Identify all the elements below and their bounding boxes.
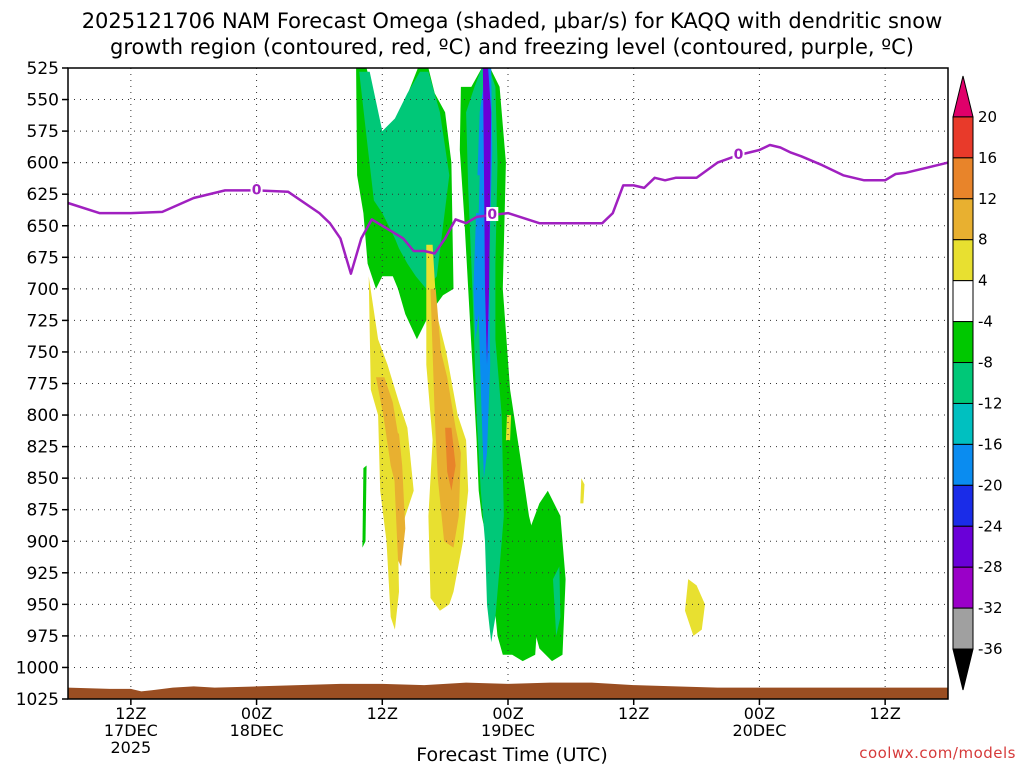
x-axis-label: Forecast Time (UTC) <box>416 744 608 766</box>
colorbar-segment-10 <box>952 484 974 527</box>
chart-title: 2025121706 NAM Forecast Omega (shaded, μ… <box>81 9 943 59</box>
y-tick-label-14: 875 <box>27 501 59 521</box>
x-tick-label-0-2: 2025 <box>110 738 151 757</box>
omega-region-18 <box>475 175 480 214</box>
y-tick-label-4: 625 <box>27 185 59 205</box>
x-tick-label-5-0: 00Z <box>744 704 775 723</box>
y-tick-label-3: 600 <box>27 154 59 174</box>
y-axis: 525 550 575 600 625 650 675 700 725 750 775 800 825 8… <box>16 59 68 710</box>
y-tick-label-11: 800 <box>27 406 59 426</box>
site-credit[interactable]: coolwx.com/models <box>859 744 1016 762</box>
freezing-level-contour: 0 0 0 <box>68 143 948 275</box>
x-tick-label-0-1: 17DEC <box>104 721 158 740</box>
y-tick-label-19: 1000 <box>16 658 59 678</box>
freezing-label-bg-1 <box>486 207 499 222</box>
colorbar: 20 16 12 8 4 -4 -8 -12 -16 -20 -24 -28 -32 -36 <box>952 75 1003 691</box>
freezing-label-1: 0 <box>487 207 497 223</box>
colorbar-segment-2 <box>952 157 974 200</box>
y-tick-label-2: 575 <box>27 122 59 142</box>
colorbar-bottom-arrow <box>952 648 974 691</box>
colorbar-label-6: -8 <box>978 354 993 372</box>
colorbar-segment-8 <box>952 402 974 445</box>
y-tick-label-1: 550 <box>27 91 59 111</box>
colorbar-segment-5 <box>952 280 974 323</box>
omega-region-11 <box>392 427 406 567</box>
colorbar-segment-3 <box>952 198 974 241</box>
x-tick-label-6-0: 12Z <box>869 704 900 723</box>
y-tick-label-15: 900 <box>27 532 59 552</box>
colorbar-segment-13 <box>952 607 974 650</box>
x-tick-label-3-0: 00Z <box>492 704 523 723</box>
terrain-fill <box>68 682 948 699</box>
colorbar-top-arrow <box>952 75 974 118</box>
x-tick-label-3-1: 19DEC <box>481 721 535 740</box>
colorbar-label-5: -4 <box>978 313 993 331</box>
x-tick-label-0-0: 12Z <box>115 704 146 723</box>
y-tick-label-10: 775 <box>27 375 59 395</box>
freezing-label-bg-2 <box>732 147 745 162</box>
y-tick-label-20: 1025 <box>16 690 59 710</box>
colorbar-label-9: -20 <box>978 476 1003 494</box>
x-tick-label-1-1: 18DEC <box>230 721 284 740</box>
colorbar-label-4: 4 <box>978 272 988 290</box>
y-tick-label-13: 850 <box>27 469 59 489</box>
y-tick-label-9: 750 <box>27 343 59 363</box>
colorbar-label-2: 12 <box>978 190 997 208</box>
colorbar-label-7: -12 <box>978 394 1003 412</box>
omega-region-14 <box>445 427 456 491</box>
colorbar-label-8: -16 <box>978 435 1003 453</box>
colorbar-label-12: -32 <box>978 599 1003 617</box>
x-tick-label-4-0: 12Z <box>618 704 649 723</box>
y-tick-label-12: 825 <box>27 438 59 458</box>
colorbar-label-11: -28 <box>978 558 1003 576</box>
colorbar-label-1: 16 <box>978 149 997 167</box>
freezing-label-bg-0 <box>250 182 263 197</box>
omega-shading <box>356 68 705 662</box>
omega-region-13 <box>430 288 461 548</box>
colorbar-segment-12 <box>952 566 974 609</box>
colorbar-segment-1 <box>952 116 974 159</box>
y-tick-label-18: 975 <box>27 627 59 647</box>
x-tick-label-1-0: 00Z <box>241 704 272 723</box>
y-tick-label-17: 950 <box>27 595 59 615</box>
omega-region-7 <box>553 566 561 636</box>
colorbar-label-3: 8 <box>978 231 988 249</box>
omega-region-6 <box>518 490 566 662</box>
x-tick-label-5-1: 20DEC <box>732 721 786 740</box>
colorbar-segment-11 <box>952 525 974 568</box>
x-tick-label-2-0: 12Z <box>367 704 398 723</box>
omega-region-17 <box>580 478 585 504</box>
colorbar-segment-6 <box>952 321 974 364</box>
omega-region-16 <box>685 579 705 636</box>
omega-region-1 <box>359 71 450 289</box>
colorbar-segment-9 <box>952 443 974 486</box>
freezing-label-0: 0 <box>252 182 262 198</box>
terrain-polygon <box>68 682 948 699</box>
colorbar-label-13: -36 <box>978 640 1003 658</box>
y-tick-label-8: 725 <box>27 311 59 331</box>
y-tick-label-6: 675 <box>27 248 59 268</box>
freezing-level-line <box>68 143 948 275</box>
colorbar-segment-7 <box>952 362 974 404</box>
colorbar-segment-4 <box>952 239 974 282</box>
colorbar-label-10: -24 <box>978 517 1003 535</box>
colorbar-label-0: 20 <box>978 108 997 126</box>
omega-region-15 <box>505 415 512 441</box>
y-tick-label-0: 525 <box>27 59 59 79</box>
y-tick-label-16: 925 <box>27 564 59 584</box>
freezing-label-2: 0 <box>734 147 744 163</box>
y-tick-label-5: 650 <box>27 217 59 237</box>
y-tick-label-7: 700 <box>27 280 59 300</box>
omega-region-8 <box>362 465 367 548</box>
